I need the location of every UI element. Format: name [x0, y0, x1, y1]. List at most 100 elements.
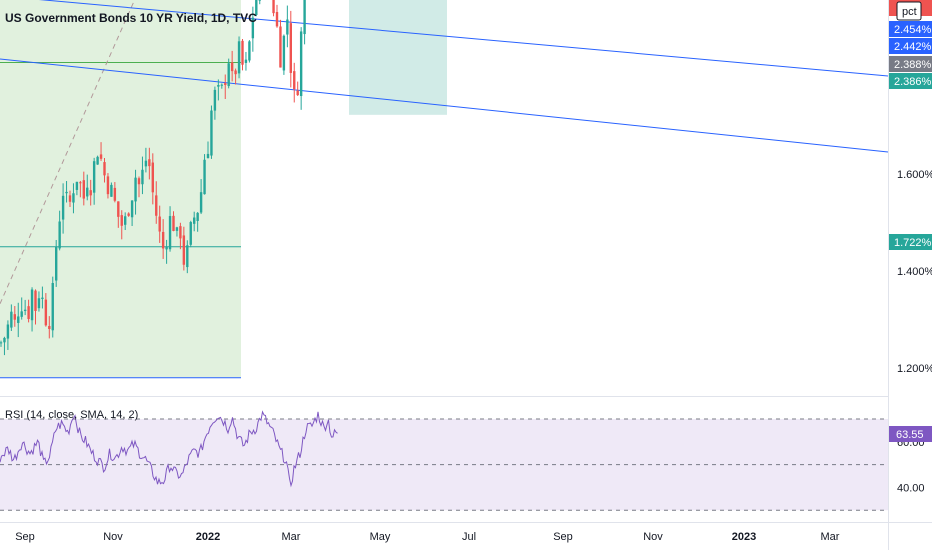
- candle-body: [13, 314, 16, 320]
- candle-body: [44, 299, 48, 326]
- candle-body: [23, 309, 27, 311]
- price-badge: [889, 234, 932, 250]
- candle-body: [179, 226, 182, 239]
- candle-body: [161, 231, 165, 249]
- candle-body: [120, 215, 123, 226]
- price-badge: [889, 56, 932, 72]
- time-tick-label: 2023: [732, 531, 756, 543]
- fib-zone: [0, 62, 241, 247]
- candle-body: [175, 227, 179, 231]
- candle-body: [117, 201, 120, 217]
- price-badge: [889, 21, 932, 37]
- candle-body: [155, 195, 158, 216]
- candle-body: [103, 162, 106, 176]
- fib-zone: [0, 246, 241, 378]
- candle-body: [286, 19, 289, 35]
- candle-body: [61, 195, 65, 220]
- candle-body: [244, 59, 248, 63]
- candle-body: [189, 222, 192, 245]
- rsi-pane: [0, 410, 888, 511]
- candle-body: [130, 200, 134, 218]
- time-tick-label: 2022: [196, 531, 220, 543]
- time-tick-label: Mar: [821, 531, 840, 543]
- time-tick-label: Nov: [643, 531, 663, 543]
- candle-body: [106, 176, 110, 195]
- candle-body: [237, 41, 241, 74]
- candle-body: [220, 84, 223, 86]
- candle-body: [151, 162, 154, 193]
- price-badge-label: 2.388%: [894, 59, 932, 71]
- candle-body: [303, 0, 306, 35]
- candle-body: [148, 159, 151, 167]
- candle-body: [96, 156, 99, 165]
- candle-body: [3, 337, 6, 343]
- rsi-value-badge: [889, 426, 932, 442]
- candle-body: [234, 70, 237, 75]
- candle-body: [186, 245, 189, 268]
- candle-body: [296, 90, 299, 96]
- candle-body: [203, 159, 206, 195]
- candle-body: [193, 217, 196, 224]
- candle-body: [6, 324, 10, 339]
- candle-body: [206, 153, 210, 159]
- price-tick-label: 1.600%: [897, 169, 932, 181]
- candle-body: [213, 89, 217, 111]
- candle-body: [199, 192, 203, 213]
- candle-body: [182, 235, 186, 265]
- candle-body: [48, 325, 51, 330]
- candle-body: [275, 11, 279, 27]
- rsi-title[interactable]: RSI (14, close, SMA, 14, 2): [5, 409, 138, 421]
- candle-body: [248, 41, 251, 61]
- price-badge-label: 2.442%: [894, 41, 932, 53]
- candle-body: [86, 187, 89, 197]
- time-tick-label: May: [370, 531, 391, 543]
- price-tick-label: 1.400%: [897, 266, 932, 278]
- candle-body: [251, 17, 255, 39]
- candle-body: [272, 0, 275, 14]
- candle-body: [282, 35, 286, 71]
- unit-button[interactable]: [896, 1, 922, 21]
- candle-body: [41, 297, 44, 299]
- candle-body: [72, 193, 75, 203]
- candle-body: [241, 40, 244, 65]
- candle-body: [34, 290, 37, 311]
- candle-body: [75, 181, 79, 190]
- rsi-tick-label: 40.00: [897, 482, 925, 494]
- candle-body: [293, 71, 296, 90]
- time-tick-label: Sep: [553, 531, 573, 543]
- candle-body: [210, 110, 213, 156]
- time-tick-label: Nov: [103, 531, 123, 543]
- trend-line-lower: [0, 58, 889, 153]
- candle-body: [99, 154, 103, 159]
- candle-body: [27, 306, 30, 320]
- fib-trend-line: [0, 0, 136, 304]
- candle-body: [127, 213, 130, 216]
- short-target-zone: [349, 0, 447, 115]
- candle-body: [137, 178, 141, 185]
- candle-body: [124, 216, 127, 225]
- candle-body: [113, 187, 117, 201]
- candle-body: [55, 246, 58, 281]
- candle-body: [227, 63, 230, 87]
- candle-body: [92, 161, 96, 193]
- rsi-line: [0, 410, 338, 488]
- candle-body: [134, 177, 137, 202]
- candle-body: [65, 191, 68, 194]
- time-tick-label: Jul: [462, 531, 476, 543]
- candle-body: [255, 0, 258, 15]
- candle-body: [68, 195, 72, 202]
- candle-body: [172, 215, 175, 231]
- time-tick-label: Mar: [282, 531, 301, 543]
- candle-body: [258, 0, 261, 1]
- unit-button-label[interactable]: pct: [902, 6, 917, 18]
- price-tick-label: 1.200%: [897, 363, 932, 375]
- candle-body: [158, 216, 161, 232]
- candle-body: [82, 180, 85, 199]
- candle-body: [165, 246, 168, 250]
- symbol-title[interactable]: US Government Bonds 10 YR Yield, 1D, TVC: [5, 11, 257, 25]
- candle-body: [58, 221, 61, 249]
- candle-body: [299, 31, 303, 97]
- candle-body: [10, 311, 13, 328]
